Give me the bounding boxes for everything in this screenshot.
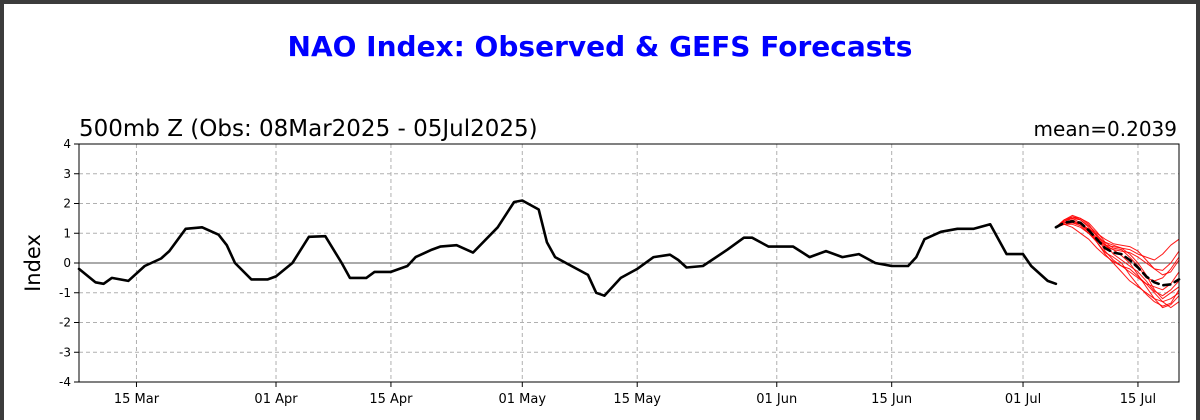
- x-tick-label: 01 May: [499, 392, 547, 407]
- forecast-member-line: [1055, 214, 1180, 291]
- y-tick-label: -2: [59, 316, 71, 330]
- observed-line: [77, 199, 1058, 298]
- x-tick-label: 15 Apr: [369, 392, 413, 407]
- x-axis-ticks: 15 Mar 01 Apr 15 Apr 01 May 15 May 01 Jun 15 J…: [114, 382, 1156, 407]
- window-frame-left: [0, 0, 4, 420]
- forecast-member-line: [1055, 217, 1180, 307]
- chart-title: NAO Index: Observed & GEFS Forecasts: [288, 30, 913, 63]
- x-tick-label: 01 Jun: [756, 392, 797, 407]
- y-tick-label: 2: [63, 197, 71, 211]
- forecast-member-line: [1055, 223, 1180, 309]
- forecast-member-line: [1055, 223, 1180, 271]
- series-lines: [77, 199, 1181, 309]
- x-tick-label: 01 Jul: [1005, 392, 1041, 407]
- y-tick-label: -3: [59, 345, 71, 359]
- y-tick-label: -1: [59, 286, 71, 300]
- x-tick-label: 15 Mar: [114, 392, 160, 407]
- forecast-member-line: [1055, 219, 1180, 297]
- plot-frame: [78, 143, 1180, 383]
- forecast-member-line: [1055, 216, 1180, 282]
- x-tick-label: 15 May: [613, 392, 661, 407]
- forecast-member-line: [1055, 222, 1180, 303]
- y-axis-label: Index: [21, 234, 45, 292]
- x-tick-label: 15 Jul: [1120, 392, 1156, 407]
- x-tick-label: 01 Apr: [254, 392, 298, 407]
- y-tick-label: -4: [59, 375, 71, 389]
- y-axis-ticks: 4 3 2 1 0 -1 -2 -3 -4: [59, 137, 79, 389]
- x-tick-label: 15 Jun: [871, 392, 912, 407]
- y-tick-label: 3: [63, 167, 71, 181]
- window-frame-right: [1196, 0, 1200, 420]
- y-tick-label: 1: [63, 226, 71, 240]
- window-frame-top: [0, 0, 1200, 4]
- ensemble-mean-line: [1054, 220, 1181, 287]
- forecast-member-line: [1055, 217, 1180, 276]
- y-tick-label: 4: [63, 137, 71, 151]
- mean-label: mean=0.2039: [1034, 117, 1177, 141]
- chart-subtitle: 500mb Z (Obs: 08Mar2025 - 05Jul2025): [79, 116, 538, 142]
- forecast-member-line: [1055, 222, 1180, 261]
- forecast-member-line: [1055, 216, 1180, 309]
- forecast-member-line: [1055, 220, 1180, 300]
- y-tick-label: 0: [63, 256, 71, 270]
